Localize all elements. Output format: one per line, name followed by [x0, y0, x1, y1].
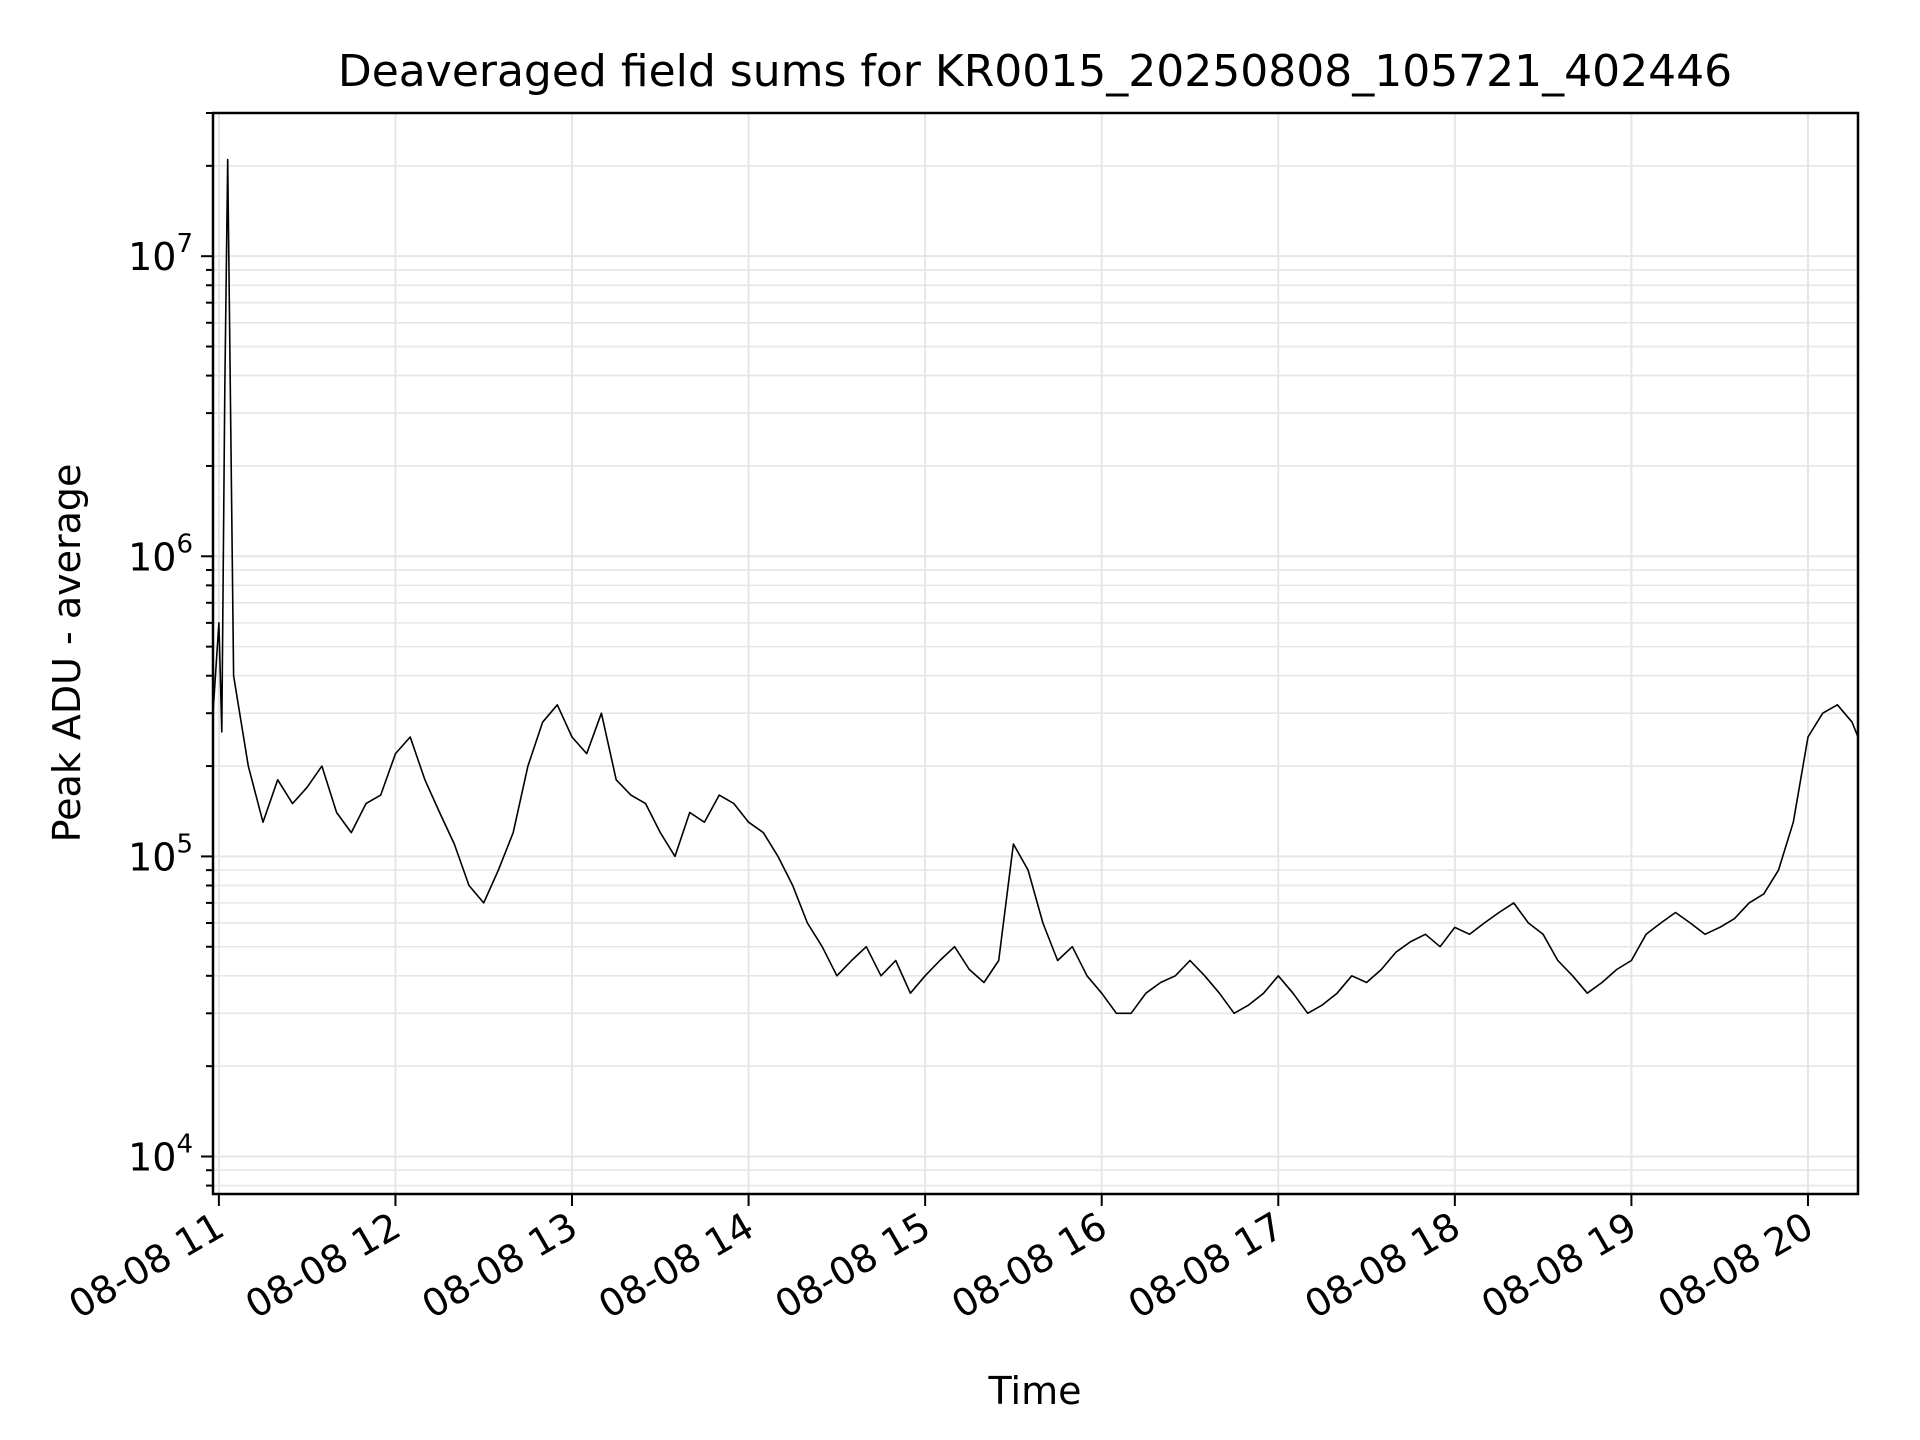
- plot-frame: [211, 111, 1860, 1196]
- y-tick-label: 107: [128, 229, 193, 279]
- y-tick-label-exponent: 6: [176, 529, 193, 559]
- x-tick-label: 08-08 14: [591, 1204, 761, 1328]
- x-tick-label: 08-08 17: [1121, 1204, 1291, 1328]
- series-layer: [212, 158, 1859, 1015]
- x-tick-label: 08-08 11: [61, 1204, 231, 1328]
- x-axis-label: Time: [988, 1369, 1082, 1413]
- y-axis-label: Peak ADU - average: [45, 464, 89, 843]
- y-tick-label-base: 10: [128, 535, 176, 579]
- y-tick-label: 104: [128, 1130, 193, 1180]
- chart-title: Deaveraged field sums for KR0015_2025080…: [338, 46, 1732, 97]
- y-tick-label-base: 10: [128, 835, 176, 879]
- y-tick-label-base: 10: [128, 235, 176, 279]
- x-tick-label: 08-08 19: [1474, 1204, 1644, 1328]
- y-tick-label: 105: [128, 829, 193, 879]
- y-tick-label-exponent: 4: [176, 1130, 193, 1160]
- x-tick-label: 08-08 15: [768, 1204, 938, 1328]
- y-tick-label-exponent: 5: [176, 829, 193, 859]
- x-tick-label: 08-08 20: [1651, 1204, 1821, 1328]
- x-tick-label: 08-08 18: [1297, 1204, 1467, 1328]
- x-tick-label: 08-08 16: [944, 1204, 1114, 1328]
- x-tick-label: 08-08 12: [238, 1204, 408, 1328]
- y-tick-label-exponent: 7: [176, 229, 193, 259]
- y-tick-label-base: 10: [128, 1136, 176, 1180]
- grid: [213, 112, 1858, 1194]
- y-tick-label: 106: [128, 529, 193, 579]
- series-line: [212, 158, 1859, 1015]
- x-tick-label: 08-08 13: [415, 1204, 585, 1328]
